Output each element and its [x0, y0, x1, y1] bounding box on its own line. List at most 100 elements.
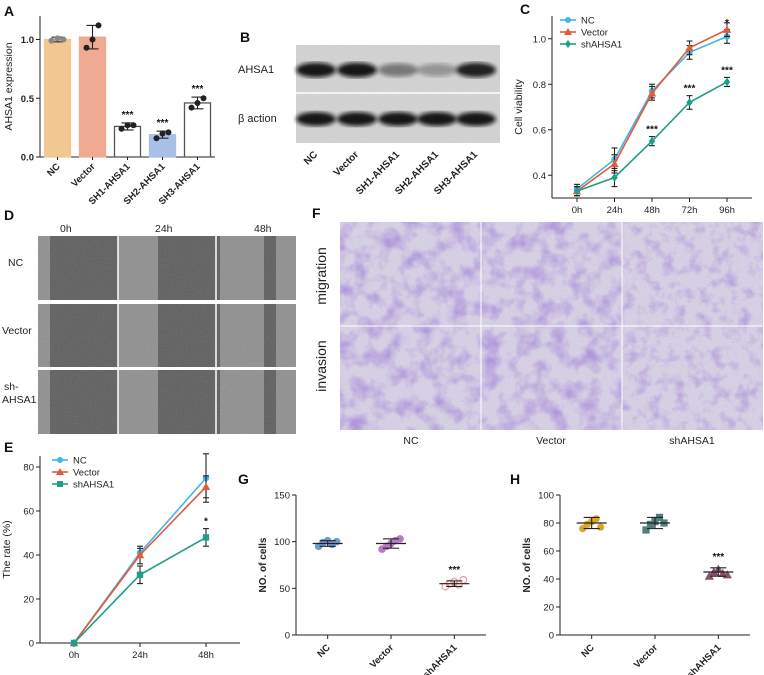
c-ytick-label-0: 0.4 [533, 171, 546, 182]
c-ytick-label-2: 0.8 [533, 80, 546, 91]
chart-e: 0 20 40 60 80 The rate (%) 0h 24h 48h * NCVectorsh… [1, 453, 240, 661]
h-xtick-label-2: shAHSA1 [685, 642, 724, 675]
g-ytick-label-3: 150 [274, 491, 290, 502]
g-significance-2: *** [448, 565, 460, 576]
band-actin-3 [417, 112, 457, 126]
e-series-2-point-0 [70, 639, 78, 647]
row-label-sh-ahsa1: sh- AHSA1 [2, 381, 37, 406]
e-legend-marker-1 [56, 468, 64, 475]
band-actin-4 [456, 112, 496, 126]
a-ytick-label-1: 0.5 [21, 94, 35, 105]
g-point-1-4 [396, 535, 404, 543]
transwell-cells-1-2 [622, 326, 763, 430]
c-significance-2: *** [646, 125, 658, 136]
e-series-2-point-2 [202, 534, 210, 541]
band-ahsa1-0 [296, 62, 336, 78]
c-significance-4: *** [721, 65, 733, 76]
e-series-1-point-2 [201, 482, 211, 490]
a-bar-0 [43, 38, 72, 158]
a-point-3-0 [153, 135, 160, 142]
a-point-1-1 [89, 36, 96, 43]
g-ylabel: NO. of cells [258, 537, 269, 592]
panel-label-f: F [312, 205, 321, 221]
row-label-migration: migration [313, 247, 329, 305]
h-point-0-0 [579, 525, 587, 533]
col-label-nc: NC [403, 435, 419, 447]
h-point-0-4 [597, 523, 605, 531]
row-label-nc: NC [8, 257, 24, 269]
a-point-2-0 [118, 125, 125, 132]
g-point-0-4 [332, 537, 341, 546]
e-legend-marker-0 [57, 457, 63, 463]
a-point-4-1 [194, 99, 201, 106]
band-label-actin: β action [238, 113, 277, 125]
panel-label-c: C [520, 1, 530, 17]
g-ytick-label-0: 0 [285, 631, 290, 642]
e-series-line-1 [73, 486, 207, 644]
h-ytick-label-1: 20 [543, 603, 554, 614]
h-point-0-3 [592, 515, 600, 523]
col-label-shahsa1: shAHSA1 [669, 435, 715, 447]
transwell-cells-0-0 [340, 222, 481, 326]
band-ahsa1-1 [337, 62, 377, 78]
a-significance-4: *** [192, 84, 204, 95]
c-legend-label-0: NC [581, 16, 595, 27]
g-xtick-label-1: Vector [368, 642, 397, 671]
c-ylabel: Cell viability [513, 79, 525, 135]
c-series-line-0 [576, 35, 728, 190]
e-legend-label-0: NC [73, 456, 87, 467]
e-xtick-label-2: 48h [198, 650, 214, 661]
a-ylabel: AHSA1 expression [3, 42, 15, 130]
panel-label-b: B [240, 29, 250, 45]
e-ylabel: The rate (%) [1, 520, 13, 578]
c-xtick-label-2: 48h [644, 205, 660, 216]
a-point-3-2 [165, 129, 172, 136]
chart-h: 0 20 40 60 80 100 NO. of cells NC Vector *** shAHS… [522, 491, 750, 675]
a-point-4-0 [188, 104, 195, 111]
h-point-2-0 [704, 571, 714, 580]
transwell-cells-0-1 [481, 222, 622, 326]
c-significance-3: *** [684, 84, 696, 95]
wound-texture-0 [38, 236, 296, 300]
a-point-3-1 [159, 130, 166, 137]
c-legend-label-2: shAHSA1 [581, 40, 622, 51]
e-legend-label-2: shAHSA1 [73, 480, 114, 491]
row-label-sh-part: sh- [4, 381, 19, 393]
e-xtick-label-0: 0h [69, 650, 80, 661]
transwell-cells-1-0 [340, 326, 481, 430]
c-series-2-point-0 [573, 186, 581, 196]
h-ytick-label-0: 0 [549, 631, 554, 642]
c-ytick-label-1: 0.6 [533, 125, 546, 136]
g-point-2-4 [459, 575, 468, 584]
row-label-ahsa1-part: AHSA1 [2, 394, 37, 406]
a-point-4-2 [200, 95, 207, 102]
a-point-0-2 [60, 36, 67, 43]
a-ytick-label-0: 0.0 [21, 153, 34, 164]
panel-label-e: E [4, 439, 13, 455]
e-series-1-point-1 [135, 550, 145, 559]
band-actin-1 [337, 112, 377, 126]
band-ahsa1-2 [378, 63, 418, 77]
g-ytick-label-2: 100 [274, 537, 290, 548]
transwell-images: migration invasion NC Vector shAHSA1 [313, 222, 763, 447]
transwell-cells-1-1 [481, 326, 622, 430]
a-xtick-label-0: NC [45, 161, 63, 179]
chart-g: 0 50 100 150 NO. of cells NC Vector *** shAHSA1 [258, 491, 486, 675]
e-ytick-label-4: 80 [23, 463, 34, 474]
e-xtick-label-1: 24h [132, 650, 148, 661]
blot-texture [296, 45, 500, 143]
a-significance-2: *** [122, 110, 134, 121]
time-label-48h: 48h [254, 223, 272, 235]
panel-label-h: H [510, 471, 520, 487]
transwell-cells-0-2 [622, 222, 763, 326]
h-ytick-label-3: 60 [543, 547, 554, 558]
c-series-1-point-2 [647, 89, 657, 97]
band-actin-0 [296, 112, 336, 126]
a-significance-3: *** [157, 118, 169, 129]
a-point-1-2 [95, 22, 102, 29]
e-ytick-label-1: 20 [23, 595, 34, 606]
h-ytick-label-2: 40 [543, 575, 554, 586]
h-xtick-label-1: Vector [632, 642, 661, 671]
